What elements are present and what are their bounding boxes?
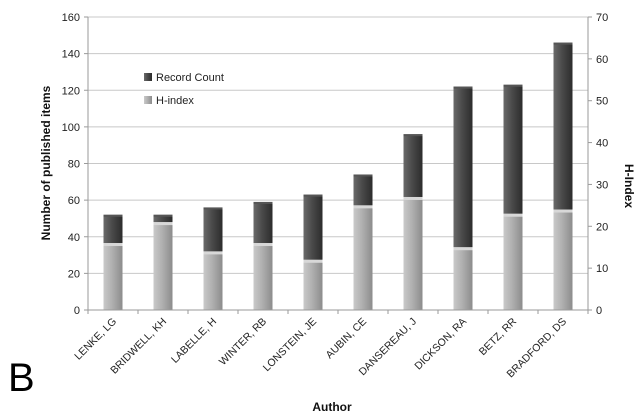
y-tick-label: 40 bbox=[68, 232, 80, 244]
bar-h-index bbox=[353, 205, 373, 310]
bar-h-index-cap bbox=[553, 209, 573, 213]
legend: Record Count H-index bbox=[144, 72, 224, 107]
bar-record-count-cap bbox=[153, 214, 173, 217]
bar-record-count-cap bbox=[103, 214, 123, 217]
y2-tick-labels: 0 10 20 30 40 50 60 70 bbox=[596, 12, 608, 317]
bar-h-index bbox=[303, 259, 323, 310]
y2-tick-label: 10 bbox=[596, 263, 608, 275]
bar-h-index bbox=[403, 196, 423, 310]
bar-h-index bbox=[253, 243, 273, 310]
bar-h-index bbox=[153, 222, 173, 310]
y-tick-label: 100 bbox=[62, 122, 80, 134]
y-tick-label: 20 bbox=[68, 268, 80, 280]
x-tick-label: DICKSON, RA bbox=[412, 316, 469, 373]
bar-record-count-cap bbox=[253, 201, 273, 204]
x-axis-title: Author bbox=[312, 400, 352, 414]
y-tick-label: 160 bbox=[62, 12, 80, 24]
bar-h-index bbox=[203, 251, 223, 310]
bar-h-index-cap bbox=[103, 243, 123, 247]
legend-label-h-index: H-index bbox=[156, 95, 194, 107]
bar-h-index-cap bbox=[403, 196, 423, 200]
y2-tick-label: 20 bbox=[596, 221, 608, 233]
panel-label: B bbox=[8, 356, 35, 400]
axes bbox=[84, 16, 592, 314]
bar-h-index-cap bbox=[353, 205, 373, 209]
bar-h-index bbox=[453, 247, 473, 310]
bar-h-index-cap bbox=[253, 243, 273, 247]
x-tick-label: LABELLE, H bbox=[169, 316, 219, 366]
bar-h-index-cap bbox=[503, 213, 523, 217]
x-tick-label: WINTER, RB bbox=[217, 316, 269, 368]
bar-record-count-cap bbox=[503, 84, 523, 87]
bar-record-count-cap bbox=[403, 134, 423, 137]
y-tick-label: 60 bbox=[68, 195, 80, 207]
y2-axis-title: H-Index bbox=[622, 164, 636, 208]
y-tick-label: 0 bbox=[74, 305, 80, 317]
y2-tick-label: 0 bbox=[596, 305, 602, 317]
bar-h-index-cap bbox=[153, 222, 173, 226]
x-tick-label: LONSTEIN, JE bbox=[261, 316, 319, 374]
bar-h-index-cap bbox=[303, 259, 323, 263]
x-tick-label: AUBIN, CE bbox=[324, 316, 370, 362]
x-tick-label: LENKE, LG bbox=[72, 316, 119, 363]
legend-swatch-record-count bbox=[144, 73, 152, 81]
bar-record-count-cap bbox=[303, 194, 323, 197]
y2-tick-label: 60 bbox=[596, 54, 608, 66]
bar-record-count-cap bbox=[203, 207, 223, 210]
x-tick-label: BETZ, RR bbox=[477, 315, 520, 358]
y2-tick-label: 50 bbox=[596, 96, 608, 108]
bar-h-index bbox=[103, 243, 123, 310]
y2-tick-label: 40 bbox=[596, 138, 608, 150]
legend-swatch-h-index bbox=[144, 96, 152, 104]
bar-record-count-cap bbox=[453, 86, 473, 89]
bars bbox=[103, 42, 573, 311]
y-tick-label: 140 bbox=[62, 49, 80, 61]
bar-record-count-cap bbox=[553, 42, 573, 45]
bar-record-count-cap bbox=[353, 174, 373, 177]
bar-h-index-cap bbox=[203, 251, 223, 255]
y2-tick-label: 70 bbox=[596, 12, 608, 24]
y-tick-labels: 0 20 40 60 80 100 120 140 160 bbox=[62, 12, 80, 317]
y-axis-title: Number of published items bbox=[39, 85, 53, 240]
y2-tick-label: 30 bbox=[596, 179, 608, 191]
y-tick-label: 80 bbox=[68, 159, 80, 171]
bar-h-index-cap bbox=[453, 247, 473, 251]
legend-label-record-count: Record Count bbox=[156, 72, 224, 84]
bar-h-index bbox=[553, 209, 573, 310]
y-tick-label: 120 bbox=[62, 85, 80, 97]
bar-h-index bbox=[503, 213, 523, 310]
